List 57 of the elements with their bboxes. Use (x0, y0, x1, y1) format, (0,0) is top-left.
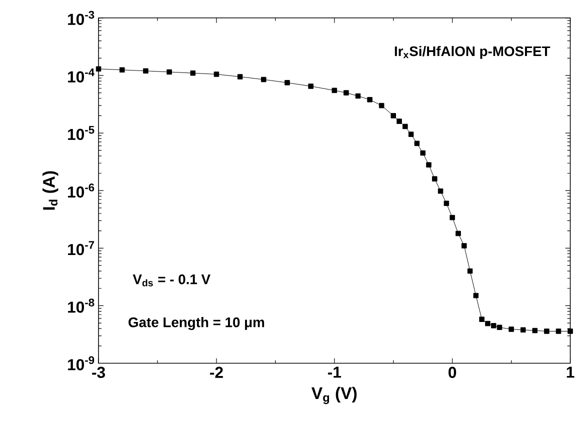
x-axis-title: V$_{g}$ (V) (311, 386, 357, 404)
point (485, 320, 490, 326)
point (237, 74, 243, 80)
point (438, 188, 444, 194)
point (166, 69, 172, 75)
point (544, 328, 550, 334)
point (119, 67, 125, 73)
point (556, 328, 562, 334)
y-tick-label: 10$^{-6}$ (68, 184, 94, 198)
point (473, 292, 479, 298)
point (214, 72, 220, 77)
point (520, 327, 526, 333)
point (426, 162, 432, 168)
y-tick-label: 10$^{-8}$ (68, 298, 94, 313)
x-tick-label: -1 (328, 366, 342, 378)
point (479, 316, 484, 322)
y-tick-label: 10$^{-5}$ (68, 126, 94, 140)
y-tick-label: 10$^{-9}$ (68, 356, 94, 370)
point (332, 88, 338, 94)
point (432, 176, 438, 182)
x-tick-label: 0 (448, 366, 456, 378)
point (408, 132, 414, 137)
point (308, 84, 314, 89)
point (402, 124, 408, 130)
point (261, 76, 266, 82)
annotation: Gate Length = 10 μm (128, 317, 264, 330)
point (396, 118, 402, 124)
point (462, 243, 467, 248)
point (367, 97, 372, 102)
point (355, 93, 361, 99)
point (344, 90, 349, 96)
point (390, 113, 396, 118)
point (143, 68, 148, 74)
point (456, 230, 461, 236)
point (378, 102, 384, 108)
point (96, 66, 102, 72)
point (420, 150, 426, 156)
annotation: Ir$_{x}$Si/HfAlON p-MOSFET (394, 46, 550, 59)
point (444, 200, 450, 206)
point (508, 326, 514, 332)
x-tick-label: 1 (566, 366, 574, 378)
point (284, 80, 290, 86)
y-tick-label: 10$^{-4}$ (68, 68, 94, 83)
point (490, 323, 496, 328)
y-tick-label: 10$^{-7}$ (68, 241, 94, 256)
x-tick-label: -2 (210, 366, 223, 378)
y-axis-title: I$_{d}$ (A) (42, 171, 58, 210)
point (532, 328, 538, 334)
point (450, 214, 455, 220)
point (414, 140, 420, 146)
point (467, 268, 473, 274)
annotation: V$_{ds}$ = - 0.1 V (132, 274, 210, 286)
point (496, 324, 502, 330)
y-tick-label: 10$^{-3}$ (68, 10, 94, 26)
point (568, 328, 573, 334)
x-tick-label: -3 (92, 366, 106, 378)
point (190, 70, 196, 76)
